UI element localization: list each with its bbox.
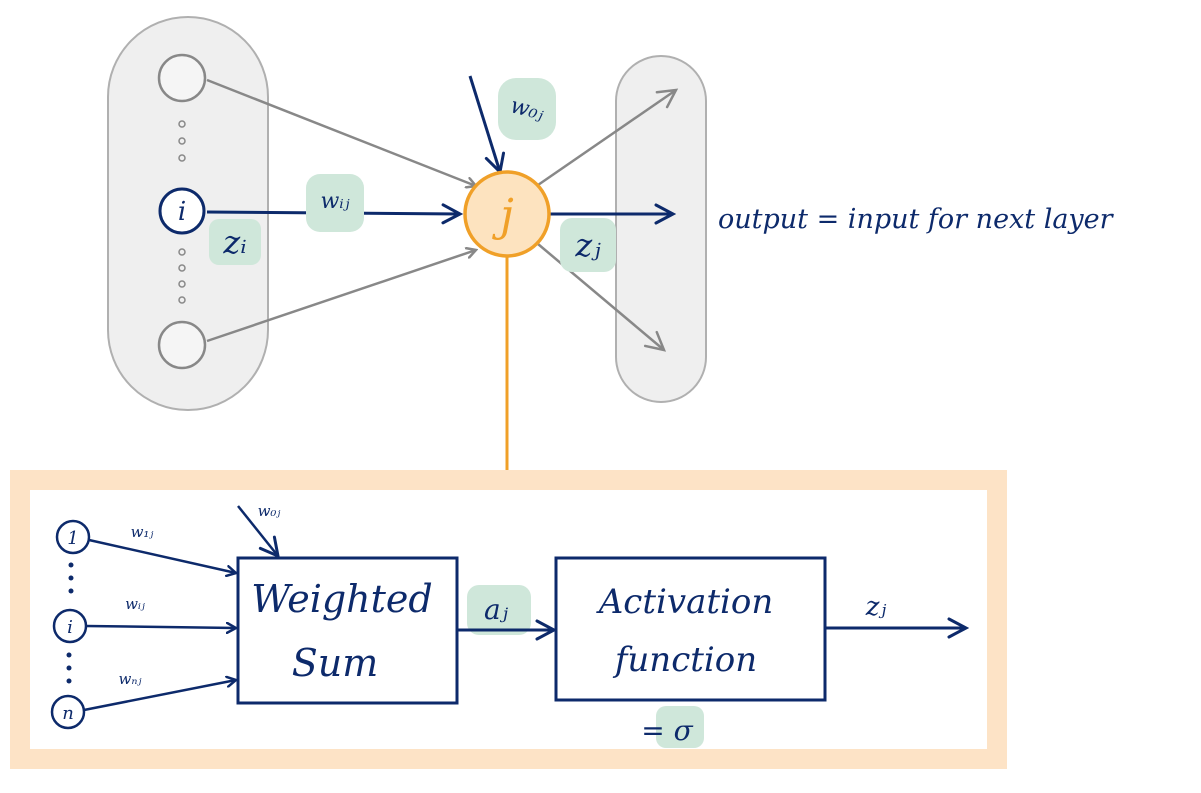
- sigma-highlight: [656, 706, 704, 748]
- aj-label: aⱼ: [484, 593, 509, 626]
- detail-input-node-1: [55, 519, 91, 555]
- detail-input-node-n: [50, 694, 86, 730]
- edge-bottom-input-to-neuron: [206, 250, 476, 343]
- w0j-highlight: [498, 78, 556, 140]
- zj-highlight: [560, 218, 616, 272]
- network-view: i zᵢ wᵢⱼ w₀ⱼ zⱼ j output = input for nex…: [107, 16, 1115, 482]
- output-caption: output = input for next layer: [718, 204, 1115, 235]
- detail-bias-label: w₀ⱼ: [258, 502, 281, 520]
- zi-label: zᵢ: [222, 223, 246, 261]
- weighted-sum-box: [236, 556, 459, 705]
- detail-output-label: zⱼ: [865, 592, 887, 622]
- zj-label: zⱼ: [574, 226, 601, 264]
- input-ellipsis-lower: [178, 248, 186, 304]
- edge-neuron-to-output-top: [537, 88, 679, 187]
- activation-symbol: = σ: [641, 714, 693, 747]
- output-layer-capsule: [615, 55, 707, 403]
- detail-weight-1: w₁ⱼ: [131, 523, 154, 541]
- edge-top-input-to-neuron: [206, 78, 476, 186]
- detail-ellipsis-upper: [68, 562, 74, 594]
- detail-weight-n: wₙⱼ: [119, 670, 142, 688]
- activation-label-line2: function: [612, 640, 757, 680]
- weighted-sum-label-line2: Sum: [292, 641, 379, 685]
- detail-input-node-1-label: 1: [67, 528, 78, 549]
- bias-arrow: [468, 75, 500, 172]
- detail-edge-1: [88, 538, 236, 573]
- detail-input-node-n-label: n: [62, 703, 74, 724]
- input-node-bottom: [157, 320, 207, 370]
- detail-bias-arrow: [237, 505, 278, 556]
- input-node-top: [157, 53, 207, 103]
- detail-input-node-i-label: i: [67, 617, 73, 638]
- activation-label-line1: Activation: [596, 582, 774, 622]
- weighted-sum-label-line1: Weighted: [251, 577, 432, 621]
- edge-neuron-to-output-bottom: [537, 243, 667, 352]
- detail-ellipsis-lower: [66, 652, 72, 684]
- input-node-i: [158, 187, 206, 235]
- input-ellipsis-upper: [178, 120, 186, 162]
- wij-label: wᵢⱼ: [320, 189, 349, 214]
- detail-panel: 1 i n w₁ⱼ wᵢⱼ wₙⱼ w₀ⱼ Weighted Sum: [10, 470, 1007, 769]
- input-node-i-label: i: [178, 197, 186, 227]
- aj-highlight: [467, 585, 531, 635]
- detail-edge-i: [85, 626, 236, 628]
- wij-highlight: [306, 174, 364, 232]
- detail-edge-n: [83, 680, 236, 712]
- detail-weight-i: wᵢⱼ: [125, 595, 145, 613]
- zi-highlight: [209, 219, 261, 265]
